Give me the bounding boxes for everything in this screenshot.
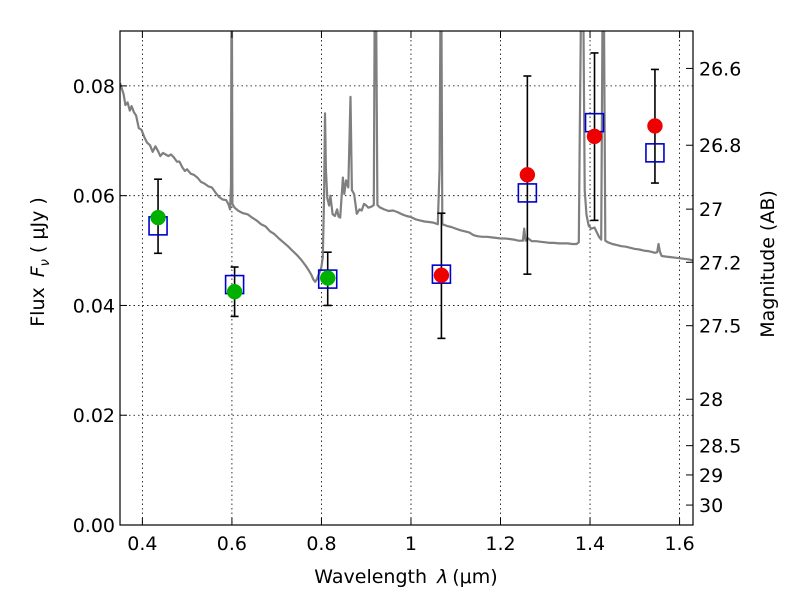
spectrum-layer — [120, 31, 693, 283]
x-tick-label: 1.4 — [575, 533, 605, 555]
y-axis-symbol-subscript: ν — [38, 259, 53, 266]
observed-point — [150, 209, 166, 226]
y-axis-unit: ( μJy ) — [27, 197, 49, 253]
x-axis-unit: (μm) — [452, 566, 497, 588]
observed-point — [433, 267, 450, 284]
y-axis-symbol: F — [27, 265, 49, 277]
model-band-marker — [517, 183, 538, 203]
magnitude-axis-ticks: 26.6 26.8 27 27.2 27.5 28 28.5 29 30 — [686, 58, 741, 517]
magnitude-tick-label: 28 — [699, 389, 723, 411]
x-tick-label: 1.6 — [664, 533, 694, 555]
magnitude-tick-label: 27.5 — [699, 316, 741, 338]
y-tick-label: 0.00 — [73, 515, 115, 537]
observed-point-layer — [150, 118, 663, 300]
x-tick-label: 0.4 — [127, 533, 157, 555]
observed-point — [226, 283, 243, 300]
model-band-marker — [645, 143, 665, 163]
y-axis-title: Flux Fν ( μJy ) — [27, 197, 53, 327]
magnitude-axis-title: Magnitude (AB) — [757, 190, 779, 338]
observed-point — [519, 167, 536, 183]
y-axis-ticks: 0.00 0.02 0.04 0.06 0.08 — [73, 76, 127, 537]
observed-point — [647, 118, 663, 134]
magnitude-tick-label: 29 — [699, 465, 723, 487]
magnitude-tick-label: 27.2 — [699, 252, 741, 274]
y-axis-title-text: Flux — [27, 287, 49, 327]
model-band-marker — [431, 264, 452, 284]
y-tick-label: 0.06 — [73, 186, 115, 208]
plot-background — [120, 31, 693, 525]
model-band-marker — [317, 269, 338, 289]
x-axis-title: Wavelength λ (μm) — [314, 566, 497, 588]
x-axis-title-text: Wavelength — [314, 566, 427, 588]
observed-point — [586, 128, 603, 145]
magnitude-tick-label: 27 — [699, 199, 723, 221]
magnitude-tick-label: 28.5 — [699, 436, 741, 458]
x-tick-label: 0.8 — [306, 533, 336, 555]
model-spectrum-line — [120, 31, 693, 283]
observed-point — [319, 270, 336, 286]
x-tick-label: 0.6 — [217, 533, 247, 555]
x-tick-label: 1.2 — [485, 533, 515, 555]
magnitude-tick-label: 30 — [699, 495, 723, 517]
magnitude-tick-label: 26.6 — [699, 58, 741, 80]
x-axis-ticks: 0.4 0.6 0.8 1 1.2 1.4 1.6 — [127, 31, 695, 555]
x-axis-symbol: λ — [436, 566, 448, 588]
magnitude-tick-label: 26.8 — [699, 135, 741, 157]
y-tick-label: 0.02 — [73, 405, 115, 427]
plot-frame — [119, 30, 694, 526]
x-tick-label: 1 — [405, 533, 417, 555]
y-tick-label: 0.04 — [73, 295, 115, 317]
y-tick-label: 0.08 — [73, 76, 115, 98]
